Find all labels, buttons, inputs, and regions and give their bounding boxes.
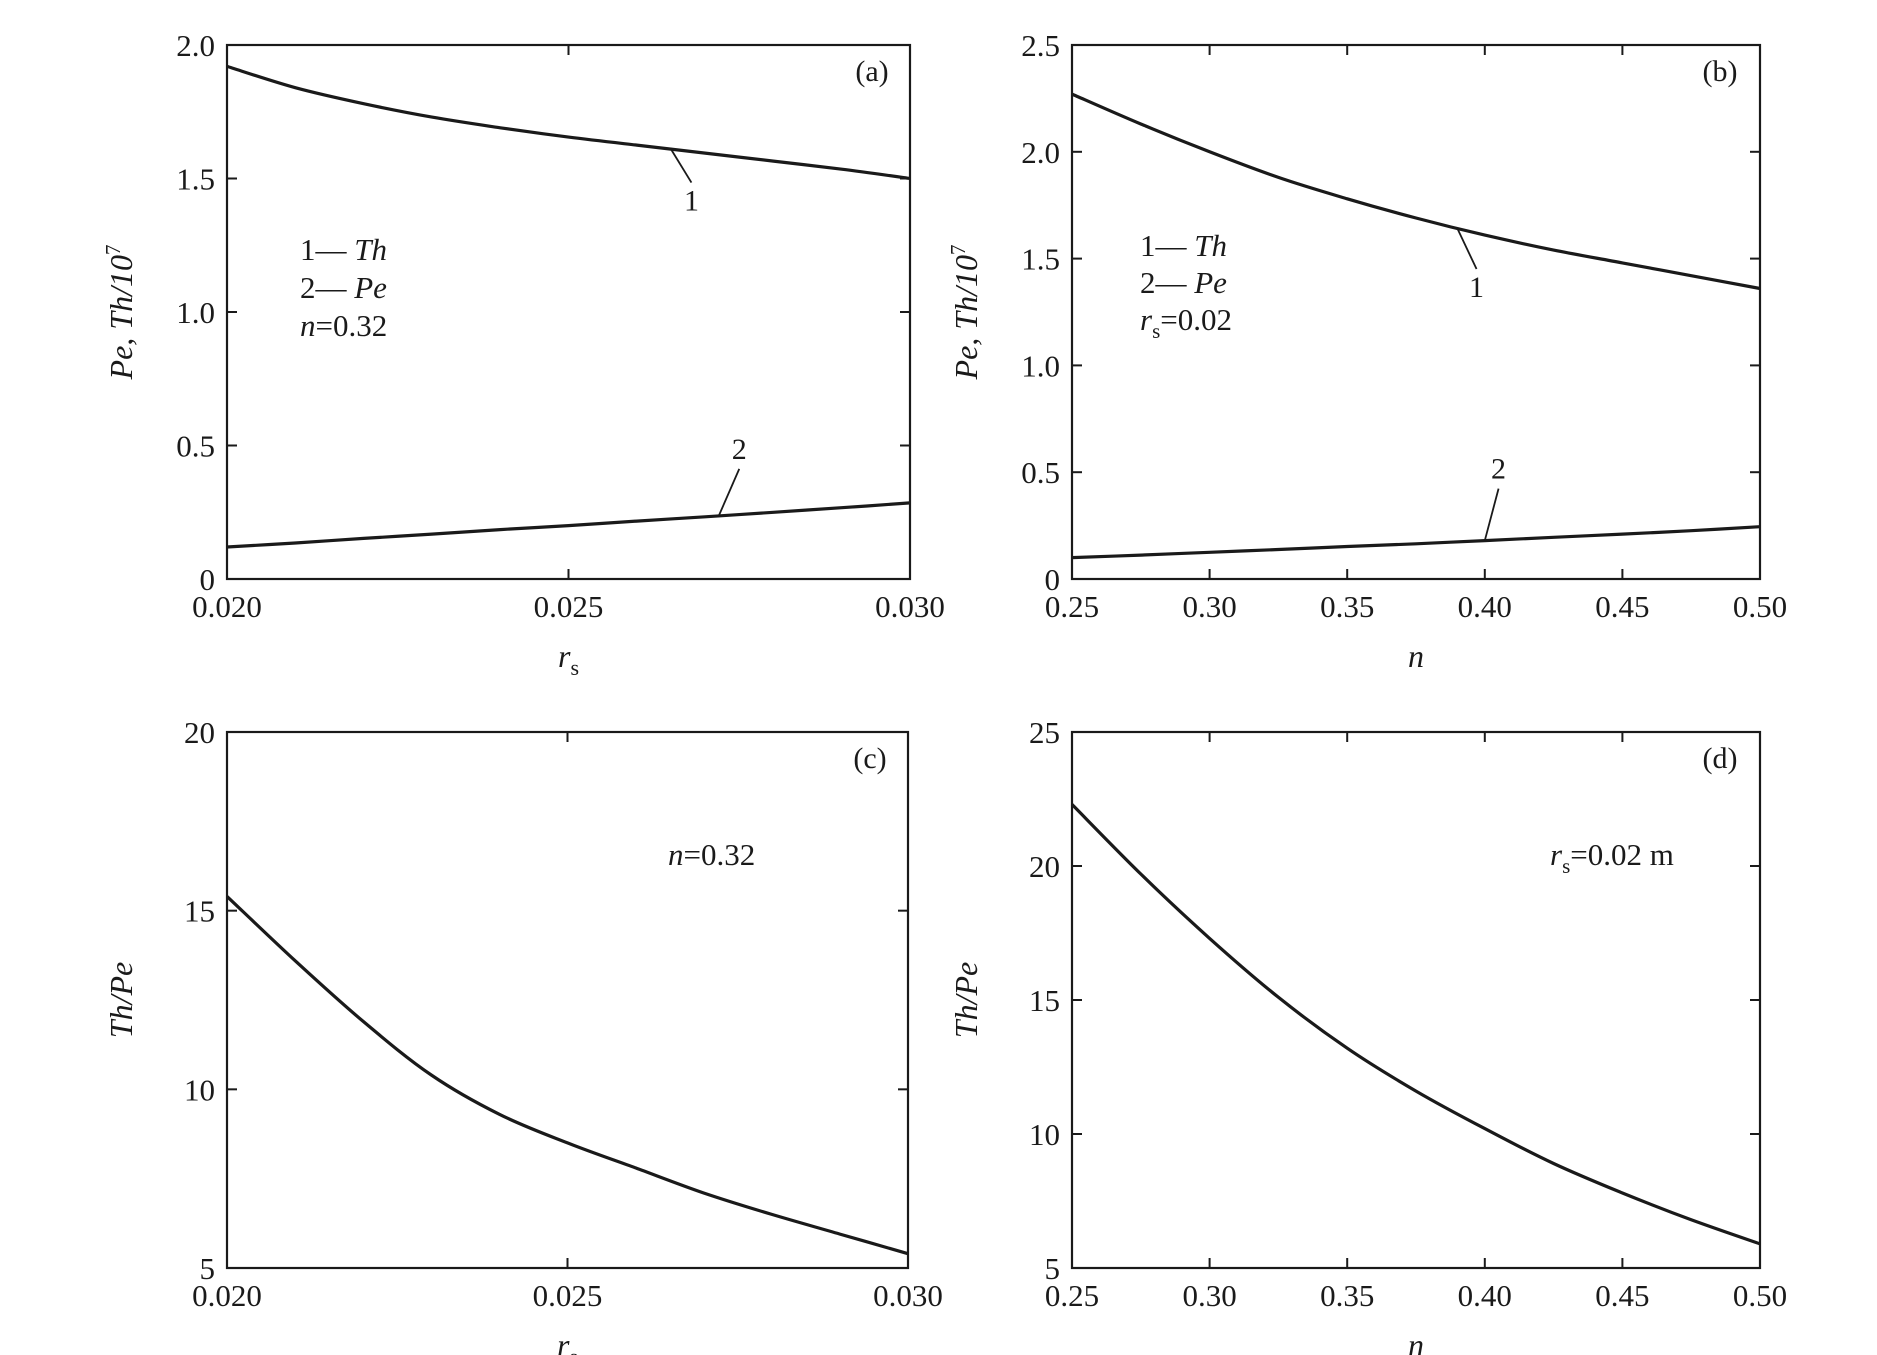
annotation-label: n=0.32: [668, 837, 755, 872]
x-tick-label: 0.020: [192, 589, 262, 624]
series-line-1: [1071, 92, 1761, 291]
legend-entry: 1— Th: [1140, 228, 1227, 263]
y-axis-label: Pe, Th/107: [946, 245, 984, 381]
y-tick-label: 15: [1029, 983, 1060, 1018]
x-tick-label: 0.45: [1595, 589, 1649, 624]
series-line-1: [225, 895, 909, 1256]
x-tick-label: 0.40: [1458, 1278, 1512, 1313]
y-tick-label: 15: [184, 894, 215, 929]
panel-label: (c): [853, 742, 886, 775]
curve-leader-line: [670, 148, 693, 184]
chart-panel-a: 0.020 0.025 0.030 0 0.5 1.0 1.5 2.0 rs Pe, Th/107…: [101, 28, 945, 680]
y-tick-label: 20: [184, 715, 215, 750]
plot-frame: [1070, 43, 1762, 581]
legend-entry: 2— Pe: [1140, 265, 1227, 300]
y-tick-label: 2.0: [176, 28, 215, 63]
y-tick-label: 1.0: [176, 295, 215, 330]
annotation-label: rs=0.02 m: [1550, 837, 1674, 878]
plot-frame: [225, 730, 910, 1270]
x-tick-label: 0.020: [192, 1278, 262, 1313]
series-line-2: [226, 501, 911, 549]
x-tick-label: 0.030: [875, 589, 945, 624]
x-tick-label: 0.35: [1320, 1278, 1374, 1313]
y-tick-label: 1.0: [1021, 348, 1060, 383]
y-axis-label: Th/Pe: [948, 962, 984, 1038]
x-tick-label: 0.30: [1182, 1278, 1236, 1313]
y-tick-label: 20: [1029, 849, 1060, 884]
x-tick-label: 0.50: [1733, 589, 1787, 624]
chart-panel-b: 0.25 0.30 0.35 0.40 0.45 0.50 0 0.5 1.0 1.5 2.0 2.5…: [946, 28, 1787, 674]
x-tick-label: 0.40: [1458, 589, 1512, 624]
panel-label: (b): [1703, 55, 1738, 88]
x-tick-label: 0.030: [873, 1278, 943, 1313]
curve-leader-line: [717, 468, 741, 517]
x-axis-label: rs: [558, 638, 579, 680]
y-tick-label: 25: [1029, 715, 1060, 750]
x-tick-label: 0.45: [1595, 1278, 1649, 1313]
curve-number-label: 2: [732, 433, 747, 466]
y-tick-label: 2.0: [1021, 135, 1060, 170]
curve-number-label: 1: [1469, 271, 1484, 304]
legend-entry: 2— Pe: [300, 270, 387, 305]
x-tick-label: 0.025: [534, 589, 604, 624]
x-tick-label: 0.35: [1320, 589, 1374, 624]
chart-panel-c: 0.020 0.025 0.030 5 10 15 20 rs Th/Pe (c) n=0.32: [103, 715, 943, 1355]
y-tick-label: 0: [200, 562, 216, 597]
x-tick-label: 0.025: [533, 1278, 603, 1313]
legend-entry: 1— Th: [300, 232, 387, 267]
series-line-1: [1070, 803, 1761, 1246]
y-tick-label: 5: [200, 1251, 216, 1286]
x-tick-label: 0.30: [1182, 589, 1236, 624]
y-tick-label: 10: [1029, 1117, 1060, 1152]
y-tick-label: 0: [1045, 562, 1061, 597]
x-tick-label: 0.25: [1045, 1278, 1099, 1313]
x-tick-label: 0.50: [1733, 1278, 1787, 1313]
y-tick-label: 2.5: [1021, 28, 1060, 63]
y-tick-label: 0.5: [1021, 455, 1060, 490]
y-tick-label: 10: [184, 1072, 215, 1107]
series-line-1: [226, 64, 911, 181]
y-tick-label: 1.5: [1021, 242, 1060, 277]
series-line-2: [1071, 525, 1761, 560]
x-axis-label: n: [1408, 638, 1424, 674]
curve-leader-line: [1483, 488, 1500, 541]
curve-number-label: 1: [684, 185, 699, 218]
y-axis-label: Th/Pe: [103, 962, 139, 1038]
chart-panel-d: 0.25 0.30 0.35 0.40 0.45 0.50 5 10 15 20 25 n Th/Pe (…: [948, 715, 1787, 1355]
x-tick-label: 0.25: [1045, 589, 1099, 624]
y-tick-label: 5: [1045, 1251, 1061, 1286]
legend-entry: rs=0.02: [1140, 302, 1232, 343]
curve-number-label: 2: [1491, 453, 1506, 486]
legend-entry: n=0.32: [300, 308, 387, 343]
panel-label: (a): [855, 55, 888, 88]
x-axis-label: n: [1408, 1327, 1424, 1355]
y-axis-label: Pe, Th/107: [101, 245, 139, 381]
panel-label: (d): [1703, 742, 1738, 775]
x-axis-label: rs: [557, 1327, 578, 1355]
curve-leader-line: [1456, 227, 1478, 270]
y-tick-label: 1.5: [176, 162, 215, 197]
y-tick-label: 0.5: [176, 429, 215, 464]
plot-frame: [1070, 730, 1762, 1270]
